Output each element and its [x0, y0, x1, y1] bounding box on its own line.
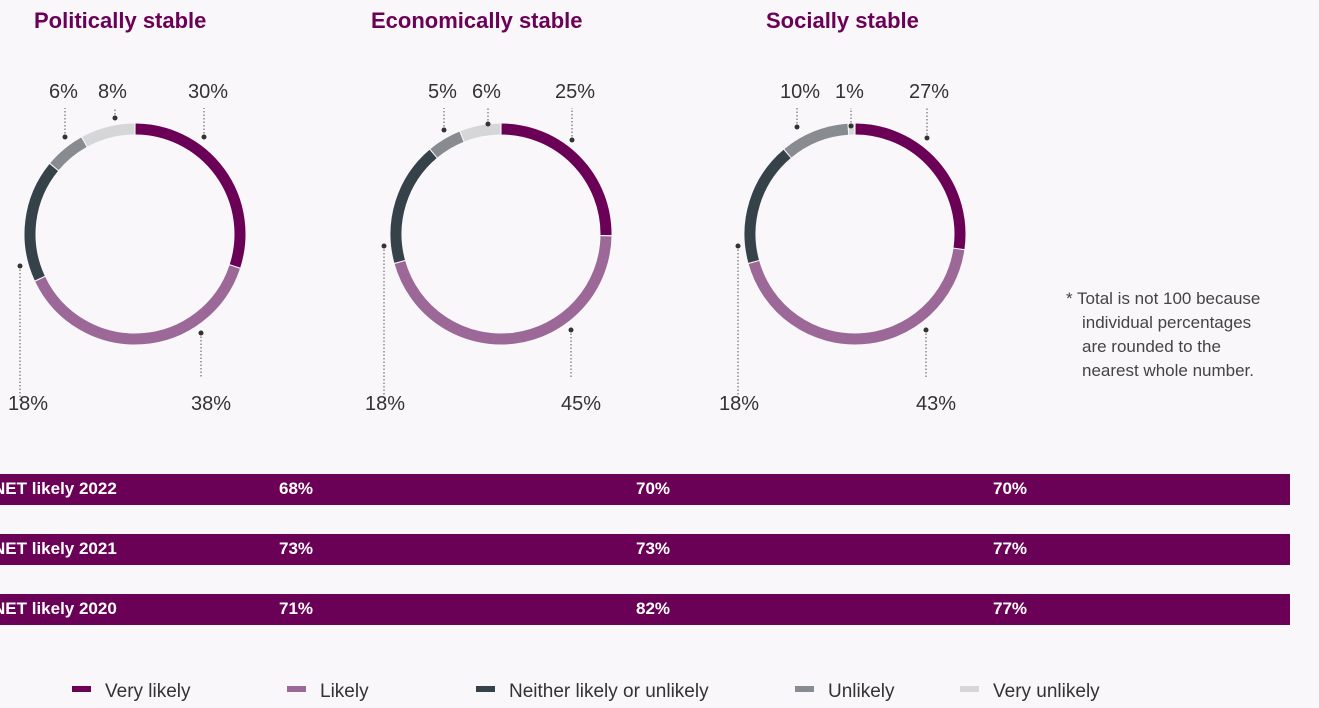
donut-slice [390, 149, 437, 263]
net-likely-row: NET likely 2020 71% 82% 77% [0, 594, 1290, 625]
donut-slice [784, 123, 849, 158]
row-value: 70% [993, 479, 1028, 498]
leader-dot [569, 137, 575, 143]
legend-item: Likely [287, 681, 369, 703]
leader-dot [848, 123, 854, 129]
leader-dot [441, 127, 447, 133]
slice-label: 18% [8, 393, 49, 415]
leader-dot [568, 327, 574, 333]
net-likely-row: NET likely 2022 68% 70% 70% [0, 474, 1290, 505]
leader-dot [794, 124, 800, 130]
legend-label: Very likely [105, 681, 191, 702]
leader-dot [381, 243, 387, 249]
donut-slice [24, 164, 59, 281]
leader-dot [924, 135, 930, 141]
legend-item: Neither likely or unlikely [476, 681, 709, 703]
leader-dot [17, 263, 23, 269]
leader-dot [735, 243, 741, 249]
row-label: NET likely 2021 [0, 539, 117, 558]
leader-dot [485, 121, 491, 127]
donut-slice [82, 123, 135, 147]
donut-title-social: Socially stable [766, 8, 919, 33]
legend-swatch [476, 685, 495, 692]
donut-slice [394, 236, 612, 345]
donut-slice [35, 265, 240, 345]
legend-label: Likely [320, 681, 369, 702]
slice-label: 30% [188, 81, 229, 103]
slice-label: 43% [916, 393, 957, 415]
legend-item: Unlikely [795, 681, 895, 703]
legend-label: Unlikely [828, 681, 895, 702]
donut-slice [135, 123, 246, 268]
donut-slice [748, 248, 965, 345]
row-value: 71% [279, 599, 314, 618]
leader-dot [198, 330, 204, 336]
row-value: 73% [636, 539, 671, 558]
donut-charts [17, 108, 966, 402]
leader-dot [112, 115, 118, 121]
footnote-line: individual percentages [1082, 313, 1252, 332]
footnote: * Total is not 100 because individual pe… [1066, 287, 1311, 383]
legend-item: Very unlikely [960, 681, 1100, 703]
legend-swatch [72, 685, 91, 692]
net-likely-row: NET likely 2021 73% 73% 77% [0, 534, 1290, 565]
legend-swatch [287, 685, 306, 692]
legend-item: Very likely [72, 681, 191, 703]
footnote-line: nearest whole number. [1082, 361, 1254, 380]
legend-label: Very unlikely [993, 681, 1100, 702]
leader-dot [62, 134, 68, 140]
slice-label: 18% [365, 393, 406, 415]
leader-dot [201, 134, 207, 140]
slice-label: 1% [835, 81, 864, 103]
row-value: 77% [993, 599, 1028, 618]
legend-swatch [960, 685, 979, 692]
footnote-line: * Total is not 100 because [1066, 289, 1261, 308]
row-value: 70% [636, 479, 671, 498]
donut-slice [501, 123, 612, 236]
slice-label: 25% [555, 81, 596, 103]
legend-label: Neither likely or unlikely [509, 681, 709, 702]
row-label: NET likely 2020 [0, 599, 117, 618]
row-label: NET likely 2022 [0, 479, 117, 498]
slice-label: 6% [49, 81, 78, 103]
donut-title-political: Politically stable [34, 8, 207, 33]
donut-slice [744, 149, 791, 263]
slice-label: 10% [780, 81, 821, 103]
donut-slice [855, 123, 966, 250]
slice-label: 8% [98, 81, 127, 103]
leader-dot [923, 327, 929, 333]
slice-label: 5% [428, 81, 457, 103]
slice-label: 27% [909, 81, 950, 103]
slice-label: 18% [719, 393, 760, 415]
donut-title-economic: Economically stable [371, 8, 583, 33]
donut-slice [460, 123, 501, 142]
row-value: 77% [993, 539, 1028, 558]
donut-slice [50, 137, 87, 171]
row-value: 73% [279, 539, 314, 558]
footnote-line: are rounded to the [1082, 337, 1221, 356]
slice-label: 38% [191, 393, 232, 415]
row-value: 68% [279, 479, 314, 498]
donut-slice [430, 131, 464, 158]
legend-swatch [795, 685, 814, 692]
slice-label: 6% [472, 81, 501, 103]
row-value: 82% [636, 599, 671, 618]
slice-label: 45% [561, 393, 602, 415]
